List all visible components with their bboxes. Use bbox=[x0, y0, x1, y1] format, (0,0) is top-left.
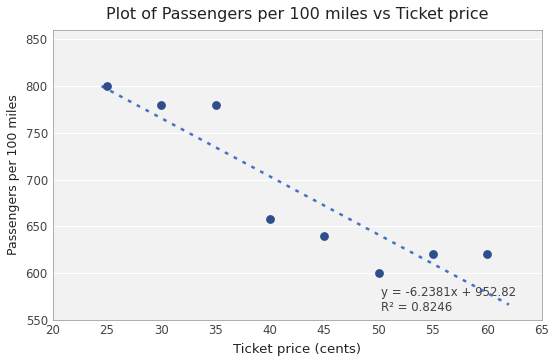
Title: Plot of Passengers per 100 miles vs Ticket price: Plot of Passengers per 100 miles vs Tick… bbox=[106, 7, 488, 22]
Point bbox=[157, 102, 166, 108]
Text: y = -6.2381x + 952.82
R² = 0.8246: y = -6.2381x + 952.82 R² = 0.8246 bbox=[381, 286, 516, 314]
Point bbox=[211, 102, 220, 108]
Point bbox=[429, 251, 438, 257]
Point bbox=[374, 270, 383, 276]
Point bbox=[102, 83, 111, 89]
X-axis label: Ticket price (cents): Ticket price (cents) bbox=[233, 343, 361, 356]
Y-axis label: Passengers per 100 miles: Passengers per 100 miles bbox=[7, 94, 20, 255]
Point bbox=[320, 233, 329, 238]
Point bbox=[483, 251, 492, 257]
Point bbox=[266, 216, 275, 222]
